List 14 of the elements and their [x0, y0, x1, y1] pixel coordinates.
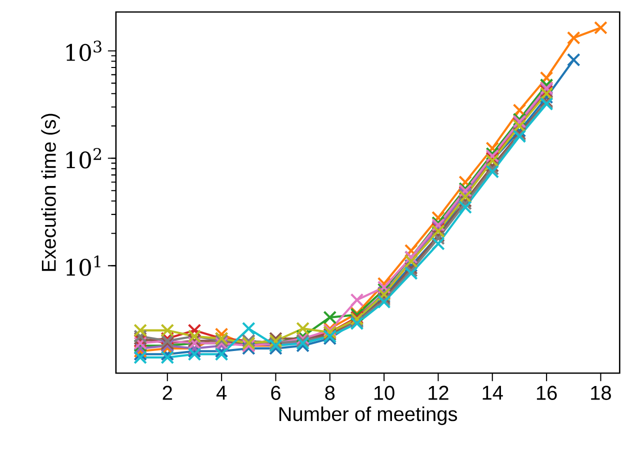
x-tick-label: 2: [162, 386, 172, 400]
y-tick-label: 10$^{1}$: [66, 255, 100, 276]
x-axis-title: Number of meetings: [279, 406, 458, 426]
x-tick-label: 14: [482, 386, 503, 400]
x-tick-label: 12: [428, 386, 448, 400]
y-tick-label: 10$^{2}$: [66, 148, 102, 168]
x-tick-label: 16: [536, 386, 557, 400]
y-tick-label: 10$^{3}$: [66, 40, 102, 62]
x-tick-label: 4: [216, 386, 227, 400]
x-tick-label: 18: [591, 386, 611, 400]
x-tick-label: 6: [271, 386, 280, 400]
y-axis-title: Execution time (s): [41, 114, 60, 271]
x-tick-label: 10: [374, 386, 394, 400]
x-tick-label: 8: [325, 386, 335, 400]
